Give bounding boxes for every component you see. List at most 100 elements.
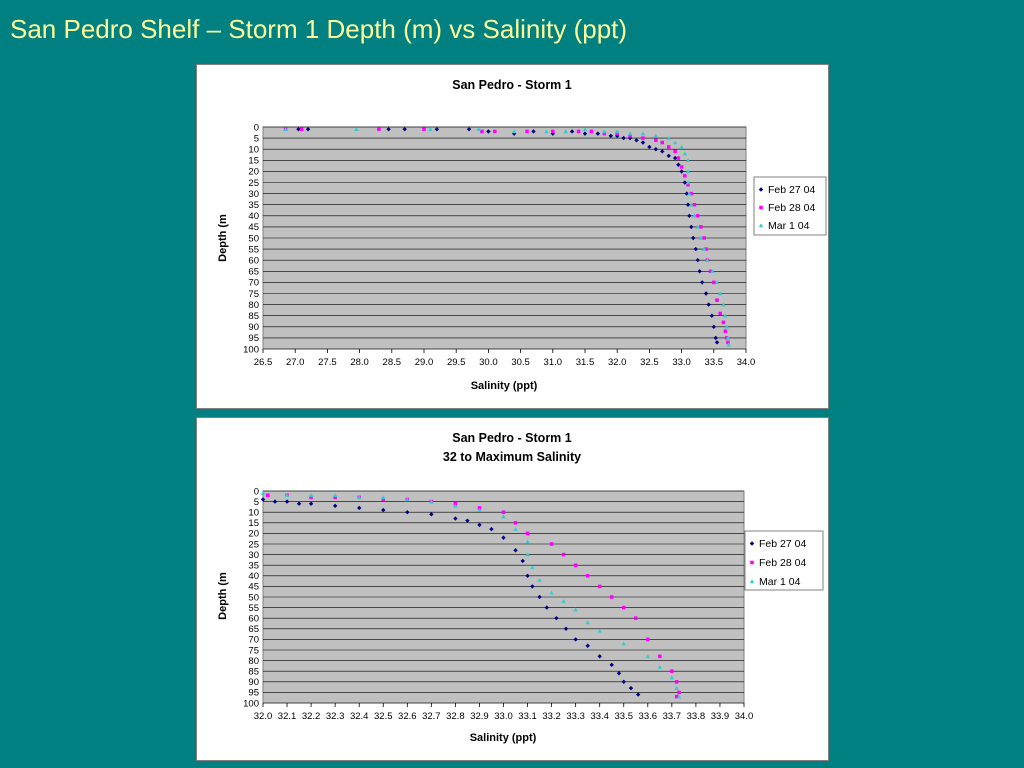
- data-point: [653, 133, 659, 138]
- x-tick-label: 34.0: [737, 357, 756, 368]
- data-point: [700, 280, 705, 285]
- y-tick-label: 10: [248, 508, 259, 519]
- data-point: [284, 493, 290, 497]
- y-tick-label: 55: [248, 603, 259, 614]
- x-tick-labels: 26.5 27.0 27.5 28.0 28.5 29.0 29.5 30.0 30.5 31.0…: [254, 349, 756, 368]
- data-point: [724, 336, 729, 340]
- x-tick-label: 32.6: [398, 711, 417, 722]
- data-point: [501, 510, 506, 514]
- data-point: [272, 499, 278, 504]
- data-point: [493, 129, 497, 134]
- y-tick-label: 30: [248, 189, 259, 200]
- data-point: [429, 499, 434, 504]
- y-tick-label: 100: [243, 344, 259, 355]
- y-tick-label: 45: [248, 222, 259, 233]
- data-point: [713, 335, 718, 341]
- x-tick-label: 32.0: [608, 357, 627, 368]
- legend-marker: [759, 205, 763, 210]
- data-point: [710, 269, 715, 274]
- data-point: [381, 507, 386, 513]
- data-point: [381, 495, 386, 500]
- x-tick-label: 32.8: [446, 711, 465, 722]
- x-tick-label: 29.0: [415, 357, 434, 368]
- data-point: [377, 127, 381, 131]
- x-tick-label: 33.0: [672, 357, 691, 368]
- x-tick-label: 33.2: [542, 711, 561, 722]
- data-point: [511, 129, 517, 134]
- data-point: [357, 495, 362, 500]
- data-point: [689, 202, 694, 207]
- data-point: [608, 133, 613, 139]
- data-point: [428, 127, 433, 131]
- data-point: [405, 510, 410, 515]
- data-point: [333, 495, 337, 500]
- data-point: [690, 235, 696, 241]
- y-tick-label: 50: [248, 233, 259, 244]
- data-point: [670, 669, 674, 673]
- data-point: [641, 136, 645, 140]
- y-tick-label: 65: [248, 267, 259, 278]
- gridlines: [263, 126, 746, 350]
- data-point: [674, 694, 679, 699]
- data-point: [676, 156, 681, 160]
- data-point: [530, 565, 535, 570]
- data-point: [332, 493, 338, 497]
- data-point: [673, 149, 677, 154]
- data-point: [676, 694, 682, 699]
- y-tick-label: 35: [248, 200, 259, 211]
- chart-panel-32-to-max: San Pedro - Storm 1 32 to Maximum Salini…: [196, 417, 829, 761]
- data-point: [530, 584, 535, 589]
- y-tick-label: 35: [248, 561, 259, 572]
- x-tick-label: 32.9: [470, 711, 489, 722]
- slide-title: San Pedro Shelf – Storm 1 Depth (m) vs S…: [10, 14, 628, 44]
- x-tick-label: 33.5: [615, 711, 634, 722]
- data-point: [615, 129, 620, 134]
- data-point: [260, 497, 266, 502]
- data-point: [682, 151, 688, 156]
- legend-marker: [749, 579, 755, 584]
- data-point: [309, 495, 313, 500]
- y-tick-label: 20: [248, 167, 259, 178]
- data-point: [405, 497, 410, 502]
- x-tick-label: 33.0: [494, 711, 513, 722]
- data-point: [679, 144, 684, 149]
- y-tick-labels: 0510152025303540455055606570758085909510…: [243, 486, 259, 709]
- data-point: [703, 291, 709, 296]
- y-tick-label: 65: [248, 624, 259, 635]
- data-point: [666, 135, 671, 140]
- data-point: [332, 503, 338, 509]
- data-point: [686, 182, 690, 187]
- data-point: [576, 129, 581, 134]
- data-point: [689, 224, 694, 230]
- y-tick-label: 95: [248, 333, 259, 344]
- data-point: [674, 685, 679, 690]
- y-axis-label: Depth (m: [217, 572, 229, 620]
- data-point: [582, 131, 588, 136]
- legend-marker: [758, 187, 764, 192]
- data-point: [537, 594, 542, 600]
- data-point: [284, 499, 290, 504]
- y-tick-label: 75: [248, 289, 259, 300]
- data-point: [621, 679, 626, 684]
- y-tick-label: 55: [248, 244, 259, 255]
- data-point: [549, 542, 554, 546]
- data-point: [715, 298, 719, 302]
- y-tick-label: 15: [248, 518, 259, 529]
- data-point: [677, 690, 681, 695]
- data-point: [305, 127, 311, 132]
- data-point: [714, 340, 720, 345]
- data-point: [354, 127, 359, 131]
- data-point: [676, 162, 681, 167]
- data-point: [699, 225, 703, 229]
- legend-marker: [749, 541, 755, 546]
- y-tick-label: 5: [254, 133, 259, 144]
- data-point: [640, 131, 646, 136]
- data-point: [357, 505, 362, 511]
- data-point: [714, 280, 720, 285]
- data-point: [679, 169, 684, 174]
- data-point: [513, 521, 518, 525]
- data-point: [602, 129, 607, 134]
- data-point: [561, 599, 566, 603]
- data-point: [702, 236, 706, 240]
- data-point: [672, 140, 678, 145]
